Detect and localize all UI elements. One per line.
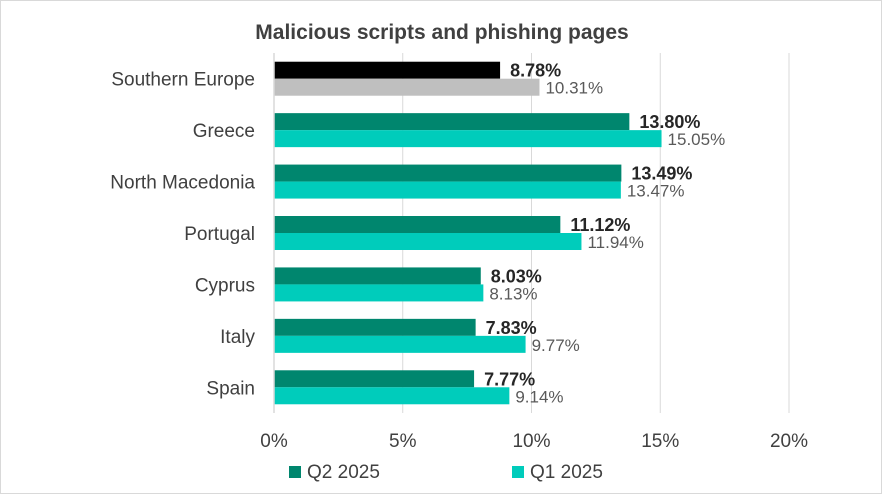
legend-swatch-q2-2025	[289, 466, 301, 478]
data-label-q1-2025-italy: 9.77%	[532, 336, 580, 355]
x-tick-label: 20%	[770, 431, 808, 452]
data-label-q1-2025-north-macedonia: 13.47%	[627, 182, 685, 201]
axis-layer: 0% 5% 10% 15% 20%	[260, 53, 808, 452]
legend-swatch-q1-2025	[512, 466, 524, 478]
bar-q2-2025-cyprus	[274, 267, 481, 285]
x-tick-label: 10%	[512, 431, 550, 452]
category-label-greece: Greece	[193, 121, 255, 142]
data-label-q2-2025-spain: 7.77%	[484, 369, 535, 389]
bar-q1-2025-italy	[274, 335, 526, 353]
data-label-q1-2025-cyprus: 8.13%	[489, 284, 537, 303]
data-label-q2-2025-greece: 13.80%	[639, 112, 700, 132]
legend-label-q2-2025: Q2 2025	[307, 462, 380, 483]
category-label-cyprus: Cyprus	[195, 275, 255, 296]
category-label-italy: Italy	[220, 327, 255, 348]
bars-layer	[274, 61, 662, 405]
legend-label-q1-2025: Q1 2025	[530, 462, 603, 483]
bar-q2-2025-portugal	[274, 216, 561, 233]
data-label-q2-2025-portugal: 11.12%	[570, 215, 630, 235]
category-label-north-macedonia: North Macedonia	[110, 173, 255, 194]
bar-q1-2025-portugal	[274, 233, 582, 250]
bar-q2-2025-southern-europe	[274, 61, 501, 79]
bar-q1-2025-southern-europe	[274, 78, 540, 96]
data-label-q2-2025-north-macedonia: 13.49%	[631, 164, 692, 184]
bar-q1-2025-cyprus	[274, 284, 484, 302]
data-label-q1-2025-greece: 15.05%	[668, 130, 726, 149]
labels-layer: Southern Europe 8.78%10.31% Greece 13.80%15…	[110, 61, 725, 407]
category-label-southern-europe: Southern Europe	[111, 70, 255, 91]
data-label-q1-2025-portugal: 11.94%	[587, 233, 643, 252]
x-tick-label: 0%	[260, 431, 288, 452]
data-label-q2-2025-italy: 7.83%	[486, 318, 537, 338]
data-label-q2-2025-southern-europe: 8.78%	[510, 61, 561, 81]
data-label-q1-2025-spain: 9.14%	[515, 387, 563, 406]
bar-q2-2025-spain	[274, 370, 475, 388]
x-tick-label: 5%	[389, 431, 417, 452]
bar-q2-2025-greece	[274, 113, 630, 131]
chart-title: Malicious scripts and phishing pages	[255, 21, 628, 44]
category-label-spain: Spain	[206, 378, 255, 399]
data-label-q1-2025-southern-europe: 10.31%	[545, 79, 603, 98]
bar-q2-2025-north-macedonia	[274, 164, 622, 182]
bar-q2-2025-italy	[274, 318, 476, 336]
category-label-portugal: Portugal	[184, 224, 255, 245]
legend: Q2 2025 Q1 2025	[289, 462, 603, 483]
bar-q1-2025-north-macedonia	[274, 181, 621, 199]
bar-q1-2025-spain	[274, 387, 510, 405]
x-tick-label: 15%	[641, 431, 679, 452]
data-label-q2-2025-cyprus: 8.03%	[491, 266, 542, 286]
bar-q1-2025-greece	[274, 130, 662, 148]
